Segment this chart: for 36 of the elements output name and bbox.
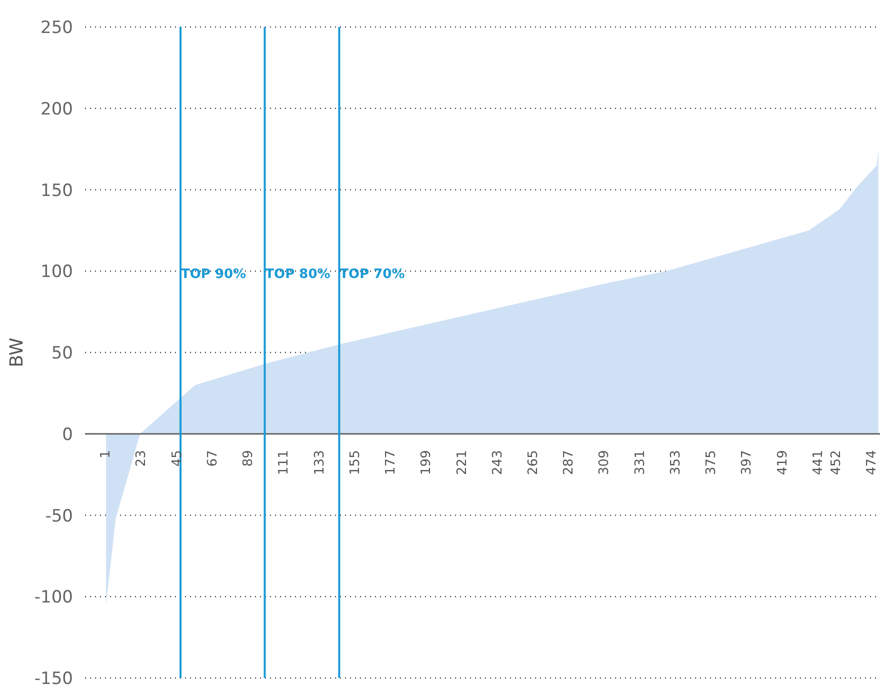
x-tick-label: 221	[454, 450, 470, 475]
x-tick-label: 45	[170, 450, 185, 467]
y-tick-label: -50	[45, 506, 73, 526]
ref-line-label: TOP 80%	[265, 267, 330, 282]
ref-line-label: TOP 70%	[340, 267, 405, 282]
x-tick-label: 133	[312, 450, 328, 475]
y-tick-label: 150	[40, 180, 73, 201]
x-tick-label: 23	[134, 450, 150, 467]
x-tick-label: 243	[490, 450, 506, 475]
x-tick-label: 111	[276, 450, 292, 475]
x-tick-label: 1	[98, 450, 114, 458]
x-tick-label: 155	[348, 450, 363, 475]
y-tick-label: 50	[51, 344, 73, 364]
x-tick-label: 474	[864, 450, 880, 475]
x-tick-label: 397	[740, 450, 755, 475]
y-axis-title: BW	[6, 338, 28, 368]
x-tick-label: 375	[704, 450, 720, 475]
ref-line-label: TOP 90%	[180, 267, 246, 282]
x-tick-label: 331	[632, 450, 648, 475]
y-tick-label: 200	[40, 99, 73, 120]
x-tick-label: 441	[810, 450, 826, 475]
x-tick-label: 67	[205, 450, 220, 467]
y-tick-label: 100	[40, 262, 73, 282]
x-tick-label: 287	[562, 450, 577, 475]
x-tick-label: 177	[384, 450, 399, 475]
y-tick-label: 0	[62, 424, 73, 445]
y-tick-label: 250	[40, 18, 73, 38]
x-tick-label: 353	[668, 450, 684, 475]
x-tick-label: 452	[828, 450, 844, 475]
y-tick-label: -150	[34, 669, 73, 690]
x-tick-label: 199	[419, 450, 434, 475]
x-tick-label: 309	[597, 450, 612, 475]
x-tick-label: 419	[775, 450, 790, 475]
y-tick-label: -100	[34, 588, 73, 608]
x-tick-label: 89	[241, 450, 256, 467]
x-tick-label: 265	[526, 450, 542, 475]
